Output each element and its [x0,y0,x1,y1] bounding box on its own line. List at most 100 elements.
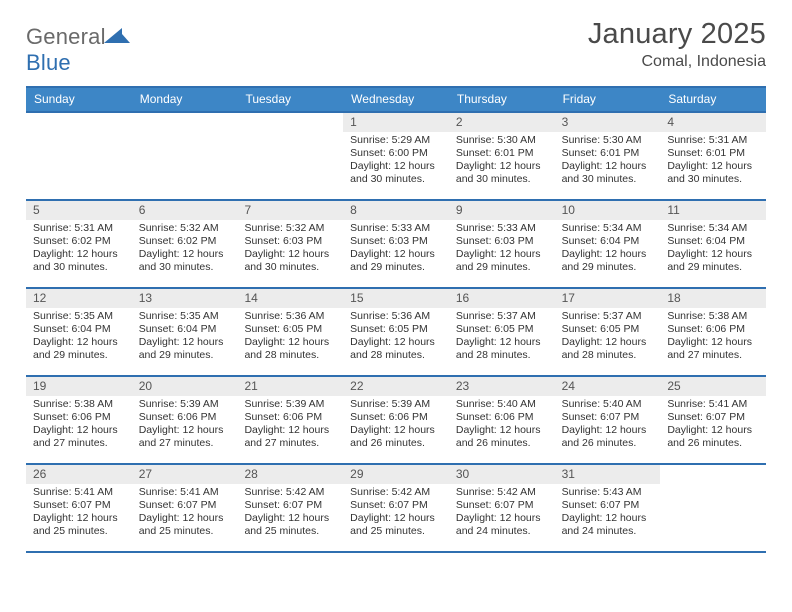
day-line: Sunset: 6:07 PM [667,411,760,424]
day-number: 7 [237,201,343,220]
day-line: and 25 minutes. [33,525,126,538]
day-body: Sunrise: 5:31 AMSunset: 6:01 PMDaylight:… [660,132,766,191]
day-line: Sunset: 6:06 PM [667,323,760,336]
day-number: 30 [449,465,555,484]
day-line: Sunrise: 5:35 AM [33,310,126,323]
day-body [237,130,343,136]
day-line: Sunset: 6:06 PM [456,411,549,424]
day-number: 29 [343,465,449,484]
day-number: 1 [343,113,449,132]
day-body: Sunrise: 5:33 AMSunset: 6:03 PMDaylight:… [449,220,555,279]
day-body: Sunrise: 5:36 AMSunset: 6:05 PMDaylight:… [237,308,343,367]
day-body: Sunrise: 5:29 AMSunset: 6:00 PMDaylight:… [343,132,449,191]
day-number: 6 [132,201,238,220]
day-number: 2 [449,113,555,132]
day-body: Sunrise: 5:30 AMSunset: 6:01 PMDaylight:… [555,132,661,191]
day-line: Sunset: 6:01 PM [562,147,655,160]
dow-cell: Monday [132,88,238,111]
day-line: Sunset: 6:03 PM [350,235,443,248]
day-body: Sunrise: 5:38 AMSunset: 6:06 PMDaylight:… [660,308,766,367]
day-line: Sunrise: 5:38 AM [667,310,760,323]
day-line: Daylight: 12 hours [33,336,126,349]
day-line: Daylight: 12 hours [456,512,549,525]
day-line: Sunset: 6:07 PM [350,499,443,512]
day-body: Sunrise: 5:37 AMSunset: 6:05 PMDaylight:… [555,308,661,367]
day-cell: 31Sunrise: 5:43 AMSunset: 6:07 PMDayligh… [555,465,661,551]
day-line: and 27 minutes. [244,437,337,450]
day-line: Sunrise: 5:42 AM [244,486,337,499]
day-cell: 27Sunrise: 5:41 AMSunset: 6:07 PMDayligh… [132,465,238,551]
day-body: Sunrise: 5:36 AMSunset: 6:05 PMDaylight:… [343,308,449,367]
day-cell: 1Sunrise: 5:29 AMSunset: 6:00 PMDaylight… [343,113,449,199]
day-of-week-header: SundayMondayTuesdayWednesdayThursdayFrid… [26,86,766,113]
day-body [660,482,766,488]
day-number: 13 [132,289,238,308]
day-line: Daylight: 12 hours [562,512,655,525]
day-number: 5 [26,201,132,220]
day-line: Daylight: 12 hours [33,424,126,437]
day-body: Sunrise: 5:32 AMSunset: 6:02 PMDaylight:… [132,220,238,279]
day-line: Sunrise: 5:29 AM [350,134,443,147]
day-line: Daylight: 12 hours [667,424,760,437]
day-cell: 24Sunrise: 5:40 AMSunset: 6:07 PMDayligh… [555,377,661,463]
day-number-empty [237,113,343,130]
day-cell: 10Sunrise: 5:34 AMSunset: 6:04 PMDayligh… [555,201,661,287]
day-line: Sunset: 6:04 PM [562,235,655,248]
day-line: Sunrise: 5:36 AM [244,310,337,323]
day-line: and 29 minutes. [667,261,760,274]
day-line: Daylight: 12 hours [139,336,232,349]
day-cell [237,113,343,199]
day-number: 16 [449,289,555,308]
day-line: Daylight: 12 hours [350,424,443,437]
dow-cell: Thursday [449,88,555,111]
day-line: and 27 minutes. [33,437,126,450]
day-cell: 18Sunrise: 5:38 AMSunset: 6:06 PMDayligh… [660,289,766,375]
day-line: Sunrise: 5:34 AM [562,222,655,235]
dow-cell: Saturday [660,88,766,111]
day-cell: 7Sunrise: 5:32 AMSunset: 6:03 PMDaylight… [237,201,343,287]
day-line: and 30 minutes. [33,261,126,274]
day-line: Sunset: 6:02 PM [139,235,232,248]
day-line: and 26 minutes. [667,437,760,450]
day-line: Daylight: 12 hours [350,248,443,261]
day-cell: 12Sunrise: 5:35 AMSunset: 6:04 PMDayligh… [26,289,132,375]
day-line: Sunrise: 5:37 AM [562,310,655,323]
day-line: and 30 minutes. [456,173,549,186]
weeks-container: 1Sunrise: 5:29 AMSunset: 6:00 PMDaylight… [26,113,766,553]
day-line: Sunset: 6:07 PM [139,499,232,512]
day-line: Sunset: 6:04 PM [139,323,232,336]
day-number: 18 [660,289,766,308]
day-line: Daylight: 12 hours [456,160,549,173]
day-number: 31 [555,465,661,484]
day-line: and 28 minutes. [350,349,443,362]
day-line: and 30 minutes. [667,173,760,186]
day-number: 4 [660,113,766,132]
day-line: Sunset: 6:06 PM [244,411,337,424]
dow-cell: Friday [555,88,661,111]
day-line: Sunset: 6:03 PM [456,235,549,248]
day-cell: 6Sunrise: 5:32 AMSunset: 6:02 PMDaylight… [132,201,238,287]
day-line: Sunset: 6:03 PM [244,235,337,248]
day-number: 9 [449,201,555,220]
day-line: Sunrise: 5:30 AM [562,134,655,147]
day-number: 19 [26,377,132,396]
day-line: and 30 minutes. [562,173,655,186]
day-line: Sunset: 6:06 PM [33,411,126,424]
day-cell: 13Sunrise: 5:35 AMSunset: 6:04 PMDayligh… [132,289,238,375]
day-number: 11 [660,201,766,220]
day-line: Daylight: 12 hours [456,248,549,261]
logo-word2: Blue [26,50,71,75]
day-line: Daylight: 12 hours [562,424,655,437]
day-number: 8 [343,201,449,220]
day-body: Sunrise: 5:32 AMSunset: 6:03 PMDaylight:… [237,220,343,279]
day-line: Sunset: 6:07 PM [244,499,337,512]
day-line: Sunrise: 5:39 AM [139,398,232,411]
day-line: Sunset: 6:05 PM [244,323,337,336]
day-body: Sunrise: 5:41 AMSunset: 6:07 PMDaylight:… [132,484,238,543]
day-line: Sunset: 6:01 PM [667,147,760,160]
day-body: Sunrise: 5:42 AMSunset: 6:07 PMDaylight:… [449,484,555,543]
calendar-page: GeneralBlue January 2025 Comal, Indonesi… [0,0,792,563]
day-line: and 28 minutes. [244,349,337,362]
day-line: Sunrise: 5:39 AM [350,398,443,411]
day-line: Sunrise: 5:39 AM [244,398,337,411]
